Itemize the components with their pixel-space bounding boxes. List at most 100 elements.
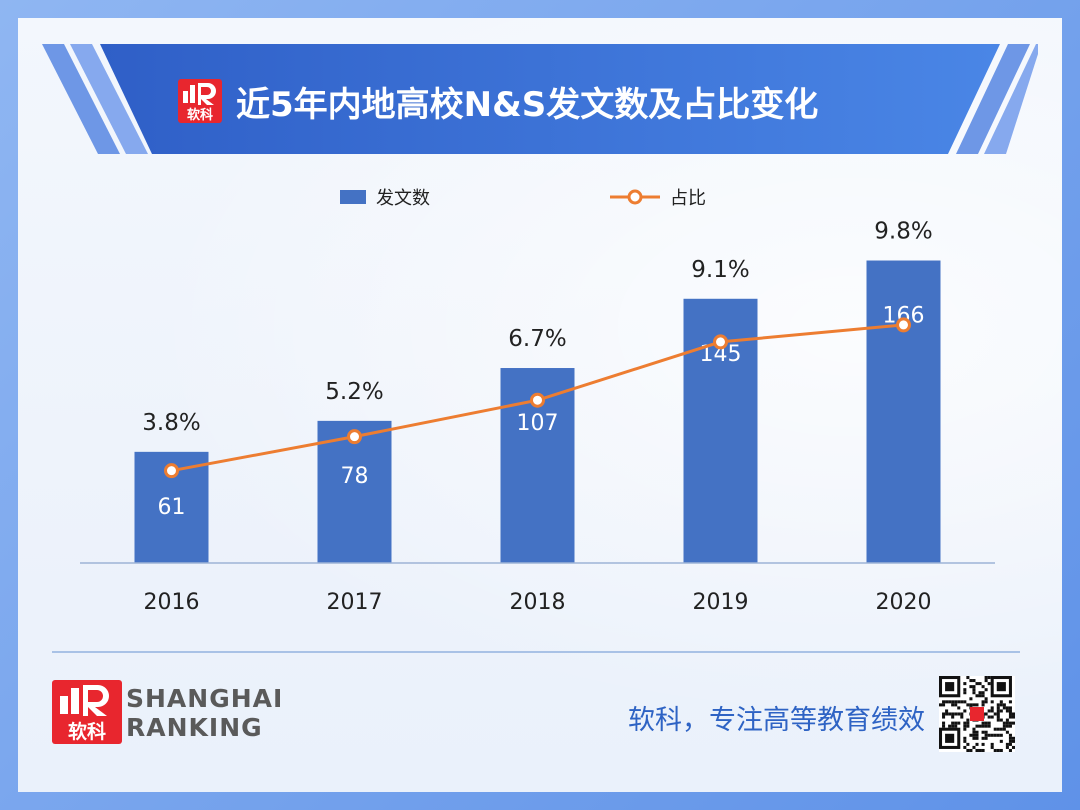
footer-logo-icon: 软科 [52,680,122,744]
qr-module [972,727,976,731]
bar-2017 [317,420,392,563]
qr-module [975,733,979,737]
qr-module [942,703,946,707]
legend-line-label: 占比 [670,188,706,209]
page-title: 近5年内地高校N&S发文数及占比变化 [236,84,819,125]
x-tick-label-2019: 2019 [693,590,749,615]
qr-module [969,703,973,707]
qr-module [990,745,994,749]
qr-module [996,712,1000,716]
qr-module [963,724,967,728]
qr-module [990,700,994,704]
qr-module [987,709,991,713]
banner-shape [42,44,1038,154]
line-value-label-2017: 5.2% [325,379,383,405]
qr-module [969,733,973,737]
qr-module [1005,745,1009,749]
qr-module [999,748,1003,752]
qr-module [972,691,976,695]
legend-line-swatch [610,189,660,205]
footer-logo-text: 软科 [68,720,106,743]
qr-module [963,700,967,704]
qr-module [972,730,976,734]
qr-module [966,721,970,725]
qr-module [975,748,979,752]
qr-module [1008,739,1012,743]
qr-module [1002,724,1006,728]
chart-legend: 发文数 占比 [0,178,1080,212]
qr-module [969,748,973,752]
qr-module [996,706,1000,710]
qr-module [996,718,1000,722]
qr-module [951,712,955,716]
qr-module [957,712,961,716]
qr-module [954,724,958,728]
qr-module [966,676,970,680]
qr-module [969,685,973,689]
qr-module [1011,739,1015,743]
bar-value-label-2016: 61 [158,495,186,520]
x-tick-label-2018: 2018 [510,590,566,615]
qr-module [1008,715,1012,719]
qr-module [972,733,976,737]
qr-module [975,724,979,728]
banner-stripe-right-2 [984,44,1038,154]
qr-module [999,700,1003,704]
qr-module [948,712,952,716]
qr-module [996,733,1000,737]
line-point-2019 [713,334,728,350]
qr-module [1008,721,1012,725]
title-banner [42,44,1038,154]
qr-module [975,682,979,686]
qr-module [999,727,1003,731]
qr-module [978,724,982,728]
bar-value-label-2018: 107 [517,411,559,436]
qr-module [984,724,988,728]
qr-module [978,748,982,752]
qr-module [951,715,955,719]
qr-module [969,679,973,683]
line-value-label-2020: 9.8% [874,219,932,245]
qr-module [963,691,967,695]
qr-code-icon[interactable] [939,676,1015,752]
qr-module [1011,715,1015,719]
legend-item-line: 占比 [610,184,706,210]
qr-module [975,742,979,746]
qr-module [990,715,994,719]
qr-module [963,727,967,731]
qr-module [990,706,994,710]
qr-module [981,685,985,689]
qr-module [963,709,967,713]
qr-module [987,682,991,686]
qr-module [966,742,970,746]
qr-module [1008,712,1012,716]
qr-module [990,742,994,746]
shanghai-ranking-logo-icon: 软科 [178,79,222,123]
bar-2020 [866,260,941,563]
qr-module [951,721,955,725]
qr-module [963,736,967,740]
qr-module [957,706,961,710]
qr-module [990,733,994,737]
qr-module [969,697,973,701]
qr-module [966,718,970,722]
bar-value-label-2017: 78 [341,464,369,489]
qr-module [972,688,976,692]
qr-module [987,724,991,728]
qr-module [978,694,982,698]
qr-module [975,736,979,740]
x-tick-label-2020: 2020 [876,590,932,615]
qr-module [978,682,982,686]
qr-module [972,703,976,707]
qr-module [999,703,1003,707]
qr-module [1002,727,1006,731]
qr-module [975,730,979,734]
qr-module [975,694,979,698]
qr-module [999,739,1003,743]
banner-stripe-left-1 [42,44,120,154]
qr-module [984,712,988,716]
qr-module [984,679,988,683]
qr-module [963,682,967,686]
qr-module [987,721,991,725]
